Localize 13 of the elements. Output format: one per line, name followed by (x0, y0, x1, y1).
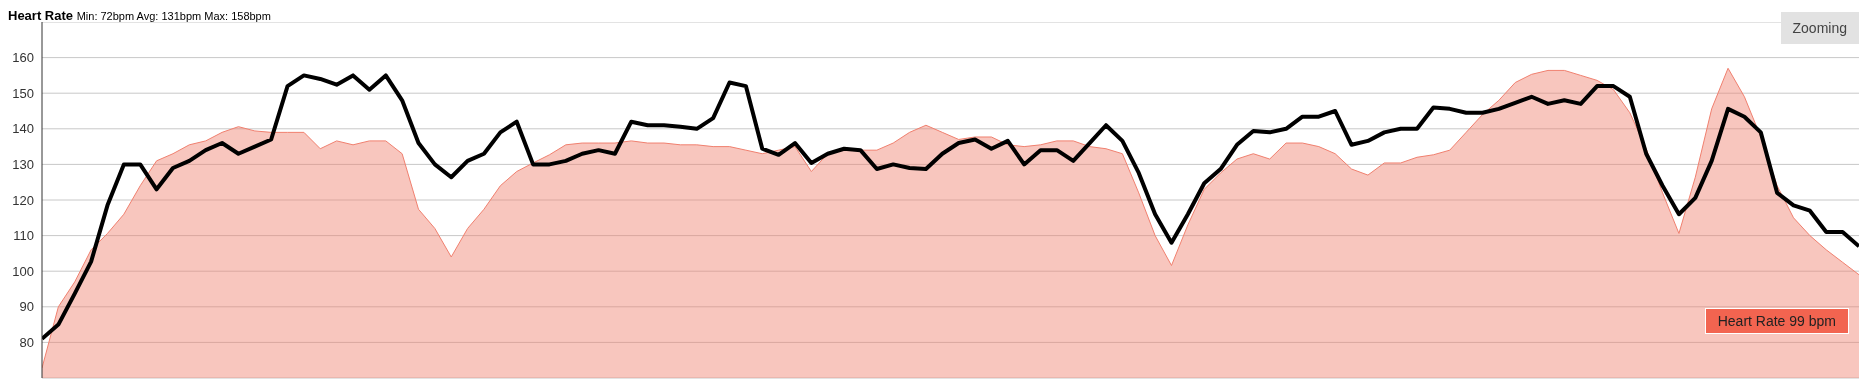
y-tick-label: 110 (13, 228, 34, 244)
y-tick-label: 120 (12, 192, 34, 208)
button: Zooming (1780, 12, 1859, 44)
y-tick-label: 100 (12, 263, 34, 279)
chart-title: Heart Rate (8, 8, 74, 23)
y-tick-label: 90 (19, 299, 34, 315)
y-tick-label: 150 (12, 85, 34, 101)
y-tick-label: 160 (12, 50, 34, 66)
y-tick-label: 80 (19, 335, 34, 351)
y-tick-label: 140 (12, 121, 34, 137)
chart-subtitle: Min: 72bpm Avg: 131bpm Max: 158bpm (76, 10, 271, 22)
annotation: Heart Rate 99 bpm (1704, 308, 1849, 334)
y-tick-label: 130 (12, 157, 34, 173)
